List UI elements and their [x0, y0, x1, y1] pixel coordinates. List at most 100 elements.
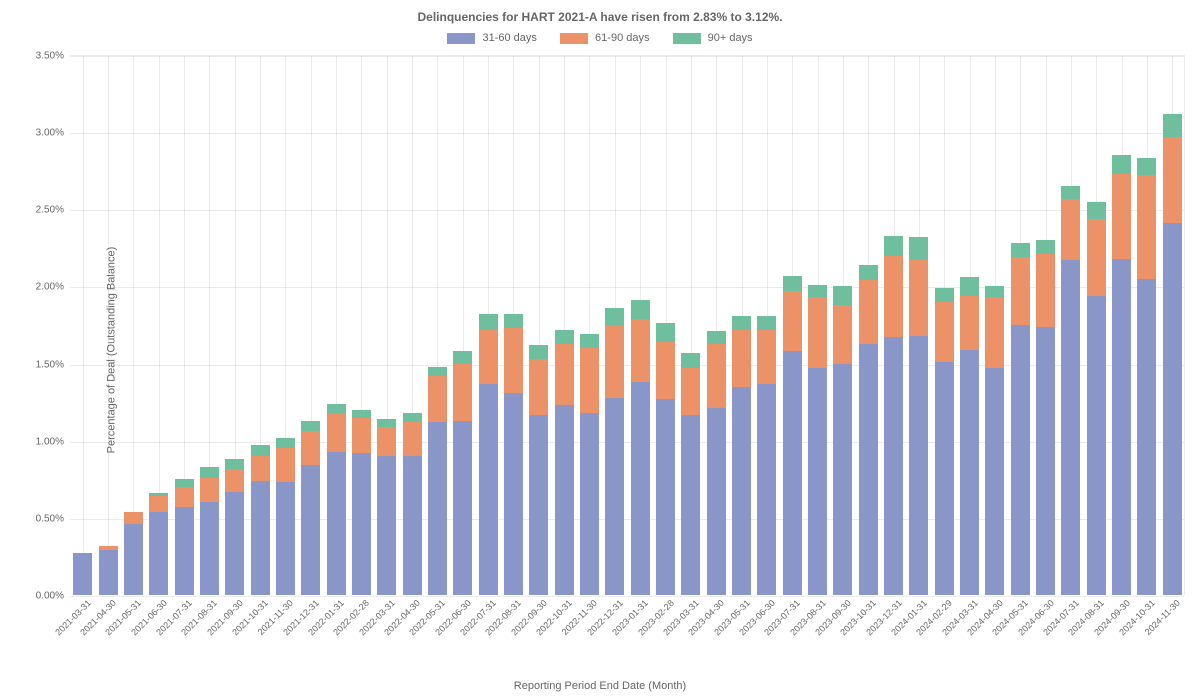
bar-segment: [985, 286, 1004, 297]
bar-segment: [1011, 257, 1030, 325]
bar-segment: [276, 438, 295, 449]
bar: [377, 419, 396, 595]
bar-segment: [377, 427, 396, 456]
legend-swatch-31-60: [447, 33, 475, 44]
x-axis-label: Reporting Period End Date (Month): [0, 680, 1200, 692]
legend-item-61-90: 61-90 days: [560, 32, 650, 44]
y-tick-label: 1.50%: [36, 359, 70, 370]
bar: [656, 323, 675, 595]
bar-segment: [707, 331, 726, 343]
bar-segment: [859, 344, 878, 595]
bar: [960, 277, 979, 595]
bar-segment: [1163, 137, 1182, 223]
y-tick-label: 2.50%: [36, 205, 70, 216]
bar: [1011, 243, 1030, 595]
bar-segment: [200, 478, 219, 503]
bar-segment: [681, 415, 700, 596]
bar-segment: [124, 512, 143, 524]
bar-segment: [1011, 325, 1030, 595]
bar: [479, 314, 498, 595]
bar-segment: [757, 384, 776, 595]
bar-segment: [884, 256, 903, 338]
bar: [124, 512, 143, 595]
bar-segment: [428, 422, 447, 595]
bar-segment: [504, 314, 523, 328]
bar-segment: [783, 276, 802, 291]
bar-segment: [453, 421, 472, 595]
bar-segment: [124, 524, 143, 595]
bar-segment: [403, 456, 422, 595]
y-tick-label: 3.50%: [36, 51, 70, 62]
bar: [251, 445, 270, 595]
bar: [200, 467, 219, 595]
bar-segment: [985, 368, 1004, 595]
bar-segment: [251, 445, 270, 456]
bar-segment: [428, 376, 447, 422]
bar-segment: [200, 502, 219, 595]
bar-segment: [479, 314, 498, 329]
bar-segment: [403, 413, 422, 422]
bar-segment: [276, 448, 295, 482]
legend-label-90plus: 90+ days: [708, 32, 753, 44]
bar-segment: [251, 481, 270, 595]
bar: [352, 410, 371, 595]
gridline-v: [83, 56, 84, 595]
bar-segment: [808, 368, 827, 595]
bar-segment: [301, 465, 320, 595]
bar: [681, 353, 700, 595]
bar-segment: [707, 344, 726, 409]
bar-segment: [352, 453, 371, 595]
gridline-h: [70, 56, 1184, 57]
bar-segment: [631, 319, 650, 382]
bar-segment: [555, 330, 574, 344]
delinquency-chart: Delinquencies for HART 2021-A have risen…: [0, 0, 1200, 700]
bar-segment: [580, 334, 599, 348]
bar-segment: [1137, 158, 1156, 175]
bar-segment: [1061, 199, 1080, 261]
bar: [757, 316, 776, 595]
legend-label-31-60: 31-60 days: [482, 32, 536, 44]
bar-segment: [631, 382, 650, 595]
bar: [175, 479, 194, 595]
bar: [504, 314, 523, 595]
y-tick-label: 0.50%: [36, 513, 70, 524]
bar-segment: [1061, 186, 1080, 198]
bar-segment: [479, 330, 498, 384]
bar-segment: [783, 291, 802, 351]
bar: [1112, 155, 1131, 595]
bar-segment: [1087, 296, 1106, 595]
bar-segment: [960, 350, 979, 595]
bar: [707, 331, 726, 595]
bar-segment: [605, 325, 624, 398]
bar-segment: [175, 479, 194, 487]
bar-segment: [377, 456, 396, 595]
bar: [403, 413, 422, 595]
bar: [149, 493, 168, 595]
bar-segment: [935, 302, 954, 362]
bar: [631, 300, 650, 595]
bar-segment: [479, 384, 498, 595]
bar-segment: [327, 452, 346, 595]
bar-segment: [352, 418, 371, 453]
bar: [327, 404, 346, 595]
y-tick-label: 0.00%: [36, 591, 70, 602]
bar-segment: [985, 297, 1004, 368]
bar: [555, 330, 574, 595]
bar-segment: [656, 399, 675, 595]
bar: [808, 285, 827, 595]
bar-segment: [1011, 243, 1030, 257]
bar-segment: [251, 456, 270, 481]
bar-segment: [225, 469, 244, 492]
bar-segment: [580, 348, 599, 413]
legend-item-90plus: 90+ days: [673, 32, 753, 44]
legend-item-31-60: 31-60 days: [447, 32, 537, 44]
bar-segment: [1112, 174, 1131, 259]
chart-title: Delinquencies for HART 2021-A have risen…: [0, 10, 1200, 24]
bar-segment: [428, 367, 447, 376]
bar-segment: [453, 364, 472, 421]
bar-segment: [1036, 254, 1055, 327]
bar: [884, 236, 903, 595]
bar-segment: [149, 493, 168, 496]
bar: [99, 546, 118, 595]
bar-segment: [884, 337, 903, 595]
